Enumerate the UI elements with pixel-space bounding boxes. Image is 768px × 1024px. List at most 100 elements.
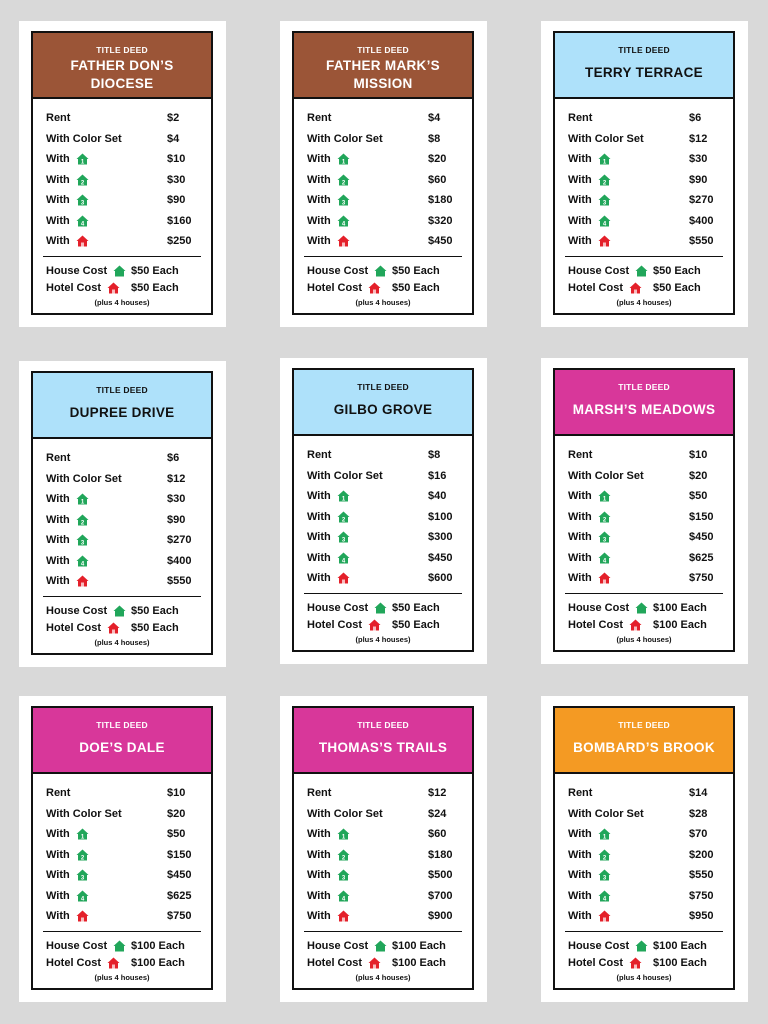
card-header: TITLE DEED DOE’S DALE (33, 708, 211, 774)
rent-value: $450 (428, 235, 453, 248)
svg-text:4: 4 (603, 558, 607, 564)
rent-value: $20 (428, 153, 447, 166)
rent-value: $28 (689, 807, 708, 820)
hotel-cost-row: Hotel Cost $100 Each (555, 955, 733, 972)
svg-text:3: 3 (342, 201, 346, 207)
house-icon (635, 602, 648, 614)
rent-table: Rent $8 With Color Set $16 With 1 $40 With 2 $100… (294, 436, 472, 589)
rent-row: With $250 (33, 231, 211, 252)
rent-row: With $600 (294, 568, 472, 589)
house-2-icon: 2 (76, 174, 89, 186)
house-cost-label-group: House Cost (568, 265, 648, 277)
svg-text:2: 2 (342, 517, 346, 523)
hotel-note: (plus 4 houses) (94, 972, 150, 982)
card-frame: TITLE DEED THOMAS’S TRAILS Rent $12 With Col… (292, 706, 474, 990)
house-icon (374, 602, 387, 614)
rent-row-label: With (46, 889, 70, 902)
rent-row: With 1 $10 (33, 149, 211, 170)
rent-row-label: With (46, 513, 70, 526)
rent-row: With 1 $70 (555, 824, 733, 845)
house-cost-value: $50 Each (653, 265, 701, 277)
rent-row-label: Rent (307, 787, 332, 800)
hotel-note: (plus 4 houses) (94, 637, 150, 647)
title-deed-card: TITLE DEED BOMBARD’S BROOK Rent $14 With Col… (541, 696, 748, 1002)
house-cost-value: $100 Each (392, 940, 446, 952)
hotel-cost-label: Hotel Cost (307, 282, 362, 294)
rent-row: With 4 $160 (33, 211, 211, 232)
house-cost-row: House Cost $50 Each (294, 263, 472, 280)
rent-row: With 3 $550 (555, 865, 733, 886)
card-header: TITLE DEED BOMBARD’S BROOK (555, 708, 733, 774)
house-cost-label-group: House Cost (568, 602, 648, 614)
rent-row: With $750 (555, 568, 733, 589)
svg-text:2: 2 (81, 180, 85, 186)
house-4-icon: 4 (76, 890, 89, 902)
rent-table: Rent $2 With Color Set $4 With 1 $10 With 2 $30 Wi… (33, 99, 211, 252)
rent-row-label: With (307, 173, 331, 186)
house-cost-label-group: House Cost (307, 602, 387, 614)
rent-value: $70 (689, 828, 708, 841)
rent-row-label-group: With 1 (46, 828, 166, 840)
hotel-icon (107, 957, 120, 969)
rent-row-label: With (307, 572, 331, 585)
rent-row: With 2 $100 (294, 507, 472, 528)
title-deed-card: TITLE DEED GILBO GROVE Rent $8 With Color Se… (280, 358, 487, 664)
rent-row: With Color Set $12 (555, 129, 733, 150)
rent-value: $12 (428, 787, 447, 800)
rent-row-label: With (568, 490, 592, 503)
rent-value: $400 (167, 554, 192, 567)
house-2-icon: 2 (598, 849, 611, 861)
card-frame: TITLE DEED FATHER MARK’S MISSION Rent $4 Wit… (292, 31, 474, 315)
rent-row-label: With (568, 889, 592, 902)
rent-row-label-group: With 3 (568, 869, 688, 881)
card-header: TITLE DEED FATHER MARK’S MISSION (294, 33, 472, 99)
hotel-icon (368, 619, 381, 631)
house-cost-label: House Cost (46, 605, 108, 617)
svg-text:2: 2 (81, 855, 85, 861)
title-deed-label: TITLE DEED (618, 45, 670, 55)
hotel-cost-label-group: Hotel Cost (46, 957, 120, 969)
rent-row-label: With (568, 869, 592, 882)
rent-row-label-group: With 3 (46, 194, 166, 206)
rent-value: $160 (167, 214, 192, 227)
title-deed-label: TITLE DEED (618, 720, 670, 730)
rent-row: With 1 $30 (33, 489, 211, 510)
card-header: TITLE DEED GILBO GROVE (294, 370, 472, 436)
rent-value: $60 (428, 828, 447, 841)
rent-row: Rent $6 (33, 448, 211, 469)
hotel-icon (598, 572, 611, 584)
hotel-icon (76, 235, 89, 247)
property-name: TERRY TERRACE (585, 65, 703, 80)
rent-row-label-group: With Color Set (568, 470, 688, 482)
hotel-cost-label: Hotel Cost (46, 622, 101, 634)
house-cost-value: $50 Each (131, 605, 179, 617)
rent-row-label-group: With 2 (307, 174, 427, 186)
divider (565, 592, 723, 594)
rent-value: $30 (167, 493, 186, 506)
hotel-icon (337, 910, 350, 922)
rent-row: With 4 $750 (555, 886, 733, 907)
rent-row-label-group: With 4 (568, 215, 688, 227)
house-cost-label: House Cost (46, 265, 108, 277)
hotel-note: (plus 4 houses) (355, 634, 411, 644)
rent-value: $750 (689, 572, 714, 585)
rent-row-label: With (307, 869, 331, 882)
title-deed-label: TITLE DEED (96, 385, 148, 395)
title-deed-label: TITLE DEED (357, 720, 409, 730)
hotel-cost-row: Hotel Cost $50 Each (294, 280, 472, 297)
rent-value: $180 (428, 194, 453, 207)
divider (304, 255, 462, 257)
svg-text:3: 3 (342, 876, 346, 882)
rent-row-label: With (46, 910, 70, 923)
rent-row-label-group: With Color Set (46, 808, 166, 820)
rent-row-label: Rent (46, 452, 71, 465)
rent-row-label: With Color Set (46, 132, 122, 145)
house-4-icon: 4 (598, 552, 611, 564)
house-1-icon: 1 (598, 153, 611, 165)
hotel-cost-label: Hotel Cost (46, 957, 101, 969)
house-cost-row: House Cost $50 Each (33, 263, 211, 280)
rent-row: With Color Set $4 (33, 129, 211, 150)
rent-value: $30 (689, 153, 708, 166)
rent-row: With 1 $60 (294, 824, 472, 845)
rent-row: With 3 $300 (294, 527, 472, 548)
